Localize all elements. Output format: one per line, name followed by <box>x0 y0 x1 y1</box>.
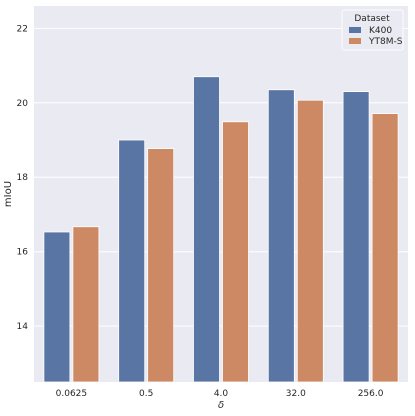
x-tick-label: 32.0 <box>286 389 306 399</box>
y-tick-label: 20 <box>17 99 29 109</box>
bar-k400-0.5 <box>118 139 146 383</box>
x-tick-label: 0.0625 <box>56 389 88 399</box>
y-tick-label: 14 <box>17 322 29 332</box>
bar-k400-0.0625 <box>43 231 71 383</box>
y-axis-label: mIoU <box>3 181 14 207</box>
bar-yt8m-s-0.0625 <box>72 226 100 383</box>
bars <box>43 76 399 383</box>
bar-k400-32.0 <box>267 89 295 383</box>
x-tick-labels: 0.0625 0.5 4.0 32.0 256.0 <box>56 389 384 399</box>
legend-swatch-k400 <box>349 27 361 33</box>
bar-yt8m-s-32.0 <box>296 99 324 383</box>
bar-k400-256.0 <box>342 91 370 383</box>
y-tick-label: 22 <box>17 24 28 34</box>
legend-swatch-yt8m-s <box>349 38 361 44</box>
bar-yt8m-s-4.0 <box>222 121 249 383</box>
y-tick-label: 18 <box>17 173 29 183</box>
legend-label-yt8m-s: YT8M-S <box>368 37 403 47</box>
legend-label-k400: K400 <box>369 26 392 36</box>
x-tick-label: 256.0 <box>358 389 384 399</box>
bar-yt8m-s-0.5 <box>147 148 175 383</box>
bar-yt8m-s-256.0 <box>371 113 399 383</box>
bar-k400-4.0 <box>193 76 220 383</box>
legend: Dataset K400 YT8M-S <box>341 9 404 51</box>
legend-title: Dataset <box>354 14 390 24</box>
x-axis-label: δ <box>218 400 224 411</box>
x-tick-label: 0.5 <box>139 389 153 399</box>
y-tick-labels: 14 16 18 20 22 <box>17 24 29 332</box>
y-tick-label: 16 <box>17 248 29 258</box>
x-tick-label: 4.0 <box>214 389 229 399</box>
